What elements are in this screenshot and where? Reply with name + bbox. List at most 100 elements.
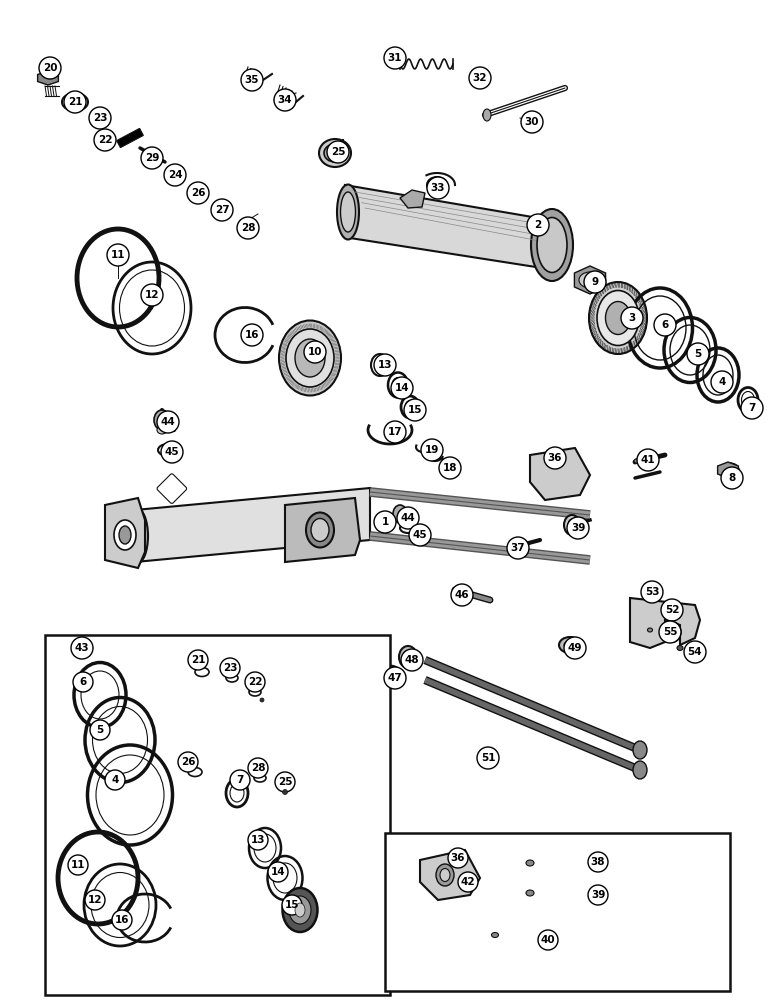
- Text: 22: 22: [248, 677, 262, 687]
- Circle shape: [427, 177, 449, 199]
- Text: 16: 16: [115, 915, 129, 925]
- Text: 48: 48: [405, 655, 419, 665]
- Text: 37: 37: [511, 543, 525, 553]
- Circle shape: [248, 758, 268, 778]
- Text: 16: 16: [245, 330, 259, 340]
- Circle shape: [68, 855, 88, 875]
- Text: 52: 52: [665, 605, 679, 615]
- Ellipse shape: [286, 329, 334, 387]
- Text: 45: 45: [413, 530, 428, 540]
- Circle shape: [71, 637, 93, 659]
- Polygon shape: [630, 598, 700, 648]
- Ellipse shape: [442, 460, 448, 464]
- Circle shape: [527, 214, 549, 236]
- Circle shape: [421, 439, 443, 461]
- Circle shape: [304, 341, 326, 363]
- Circle shape: [327, 141, 349, 163]
- Text: 19: 19: [425, 445, 439, 455]
- Text: 41: 41: [641, 455, 655, 465]
- Circle shape: [469, 67, 491, 89]
- Circle shape: [248, 830, 268, 850]
- Text: 47: 47: [388, 673, 402, 683]
- Text: 34: 34: [278, 95, 293, 105]
- Ellipse shape: [324, 144, 346, 162]
- Circle shape: [477, 747, 499, 769]
- Ellipse shape: [559, 637, 581, 653]
- Ellipse shape: [634, 458, 642, 464]
- Text: 33: 33: [431, 183, 445, 193]
- Text: 44: 44: [161, 417, 175, 427]
- Text: 40: 40: [540, 935, 555, 945]
- Circle shape: [245, 672, 265, 692]
- Circle shape: [85, 890, 105, 910]
- Text: 45: 45: [164, 447, 179, 457]
- Text: 12: 12: [145, 290, 159, 300]
- Circle shape: [141, 147, 163, 169]
- Circle shape: [220, 658, 240, 678]
- Circle shape: [211, 199, 233, 221]
- Circle shape: [588, 852, 608, 872]
- Ellipse shape: [568, 519, 576, 531]
- Ellipse shape: [589, 282, 647, 354]
- Ellipse shape: [295, 903, 305, 917]
- Circle shape: [621, 307, 643, 329]
- Circle shape: [391, 377, 413, 399]
- Polygon shape: [38, 71, 59, 85]
- Circle shape: [588, 885, 608, 905]
- Text: 15: 15: [285, 900, 300, 910]
- Polygon shape: [574, 266, 605, 294]
- Circle shape: [439, 457, 461, 479]
- Text: 43: 43: [75, 643, 90, 653]
- Text: 36: 36: [548, 453, 562, 463]
- Ellipse shape: [579, 272, 601, 288]
- Ellipse shape: [306, 512, 334, 548]
- Text: 7: 7: [748, 403, 756, 413]
- Circle shape: [741, 397, 763, 419]
- Circle shape: [374, 354, 396, 376]
- Ellipse shape: [692, 652, 698, 658]
- Circle shape: [73, 672, 93, 692]
- Ellipse shape: [645, 593, 651, 597]
- Text: 4: 4: [718, 377, 726, 387]
- Circle shape: [507, 537, 529, 559]
- Circle shape: [141, 284, 163, 306]
- Text: 51: 51: [481, 753, 496, 763]
- Circle shape: [105, 770, 125, 790]
- Text: 13: 13: [251, 835, 266, 845]
- Circle shape: [161, 441, 183, 463]
- Text: 6: 6: [80, 677, 86, 687]
- Circle shape: [544, 447, 566, 469]
- Text: 26: 26: [191, 188, 205, 198]
- Circle shape: [458, 872, 478, 892]
- Text: 6: 6: [662, 320, 669, 330]
- Circle shape: [721, 467, 743, 489]
- Polygon shape: [530, 448, 590, 500]
- Ellipse shape: [283, 888, 317, 932]
- Circle shape: [112, 910, 132, 930]
- Circle shape: [451, 584, 473, 606]
- Text: 8: 8: [728, 473, 736, 483]
- Ellipse shape: [492, 932, 499, 938]
- Text: 20: 20: [42, 63, 57, 73]
- Ellipse shape: [319, 139, 351, 167]
- Circle shape: [107, 244, 129, 266]
- Text: 14: 14: [271, 867, 286, 877]
- Text: 38: 38: [591, 857, 605, 867]
- Circle shape: [275, 772, 295, 792]
- Ellipse shape: [633, 741, 647, 759]
- Circle shape: [157, 411, 179, 433]
- Circle shape: [654, 314, 676, 336]
- Ellipse shape: [648, 628, 652, 632]
- Circle shape: [274, 89, 296, 111]
- Ellipse shape: [526, 890, 534, 896]
- Text: 14: 14: [394, 383, 409, 393]
- Circle shape: [404, 399, 426, 421]
- Ellipse shape: [311, 518, 329, 542]
- Circle shape: [538, 930, 558, 950]
- Ellipse shape: [526, 860, 534, 866]
- Circle shape: [268, 862, 288, 882]
- Circle shape: [241, 69, 263, 91]
- Circle shape: [164, 164, 186, 186]
- Text: 28: 28: [251, 763, 266, 773]
- Text: 7: 7: [236, 775, 244, 785]
